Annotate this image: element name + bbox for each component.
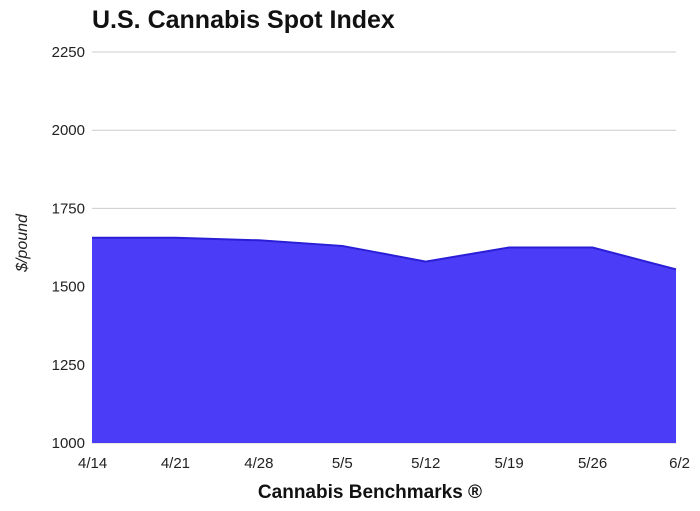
series-line-0 [92, 236, 677, 271]
area-series-0 [92, 237, 676, 443]
x-tick-label: 6/2 [669, 455, 690, 472]
x-axis-ticks: 4/14 4/21 4/28 5/5 5/12 5/19 5/26 6/2 [78, 455, 690, 472]
x-tick-label: 4/28 [244, 455, 273, 472]
area-layer [92, 236, 677, 443]
x-tick-label: 5/5 [332, 455, 353, 472]
x-tick-label: 4/14 [78, 455, 107, 472]
y-tick-label: 2000 [52, 122, 85, 139]
x-axis-label: Cannabis Benchmarks ® [258, 482, 482, 503]
y-tick-label: 1000 [52, 435, 85, 452]
x-tick-label: 5/26 [578, 455, 607, 472]
y-tick-label: 1750 [52, 200, 85, 217]
x-tick-label: 4/21 [161, 455, 190, 472]
y-tick-label: 1500 [52, 279, 85, 296]
y-tick-label: 2250 [52, 44, 85, 61]
x-tick-label: 5/19 [495, 455, 524, 472]
x-tick-label: 5/12 [411, 455, 440, 472]
y-axis-ticks: 1000 1250 1500 1750 2000 2250 [52, 44, 85, 452]
y-tick-label: 1250 [52, 357, 85, 374]
y-axis-label: $/pound [14, 213, 31, 273]
chart-title: U.S. Cannabis Spot Index [92, 6, 395, 34]
